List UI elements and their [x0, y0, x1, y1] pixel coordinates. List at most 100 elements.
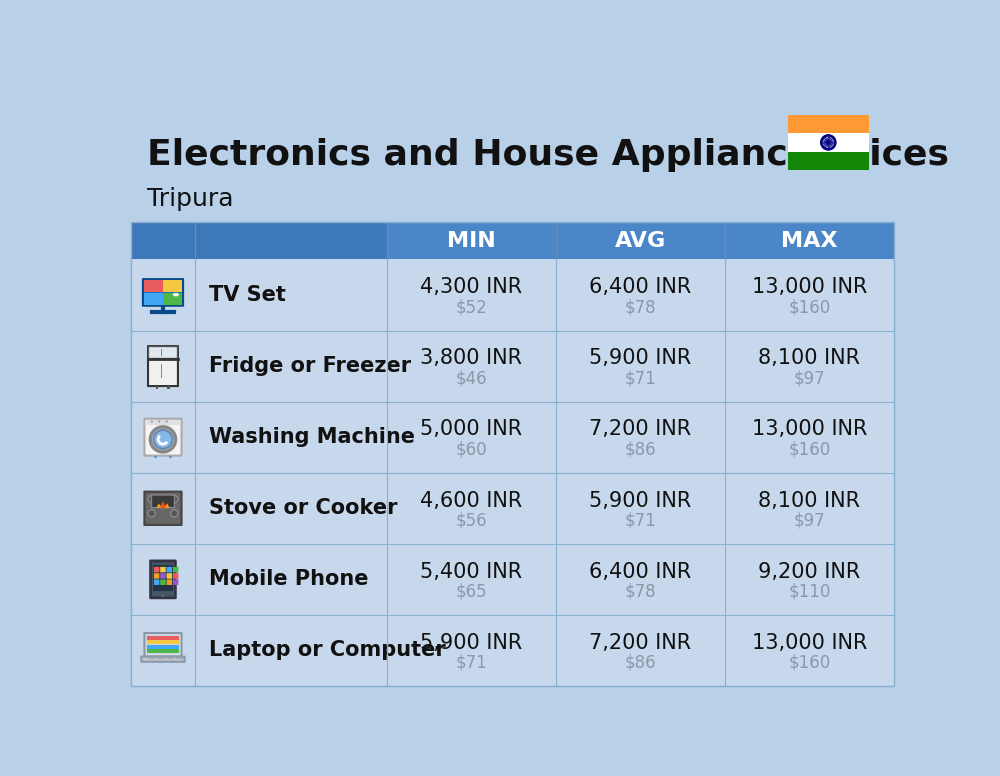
Text: $160: $160: [788, 441, 830, 459]
Circle shape: [148, 496, 155, 503]
Circle shape: [171, 510, 178, 517]
FancyBboxPatch shape: [160, 580, 166, 585]
FancyBboxPatch shape: [173, 567, 178, 573]
FancyBboxPatch shape: [167, 567, 172, 573]
Bar: [156, 386, 158, 389]
Bar: [788, 151, 869, 170]
Circle shape: [154, 430, 172, 449]
Bar: [163, 280, 182, 292]
Bar: [163, 293, 182, 305]
FancyBboxPatch shape: [154, 580, 159, 585]
Text: 5,900 INR: 5,900 INR: [589, 490, 692, 511]
Text: 5,400 INR: 5,400 INR: [420, 562, 522, 582]
Circle shape: [171, 496, 178, 503]
Text: $97: $97: [794, 511, 825, 529]
Text: Washing Machine: Washing Machine: [209, 427, 415, 447]
FancyBboxPatch shape: [143, 279, 183, 306]
FancyBboxPatch shape: [160, 567, 166, 573]
Text: $46: $46: [456, 369, 487, 387]
Bar: [131, 223, 387, 259]
Text: 9,200 INR: 9,200 INR: [758, 562, 860, 582]
Bar: [131, 402, 894, 473]
Text: 5,900 INR: 5,900 INR: [420, 632, 523, 653]
FancyBboxPatch shape: [154, 567, 159, 573]
Bar: [145, 420, 181, 425]
Text: $86: $86: [625, 654, 656, 672]
Circle shape: [158, 421, 160, 423]
Text: 13,000 INR: 13,000 INR: [752, 277, 867, 297]
Text: $110: $110: [788, 583, 831, 601]
FancyBboxPatch shape: [141, 656, 185, 662]
Text: 8,100 INR: 8,100 INR: [758, 490, 860, 511]
Text: $86: $86: [625, 441, 656, 459]
Bar: [131, 544, 894, 615]
Bar: [131, 223, 894, 259]
FancyBboxPatch shape: [173, 580, 178, 585]
Text: $160: $160: [788, 654, 830, 672]
Text: Mobile Phone: Mobile Phone: [209, 570, 368, 590]
Text: 4,600 INR: 4,600 INR: [420, 490, 523, 511]
Text: Stove or Cooker: Stove or Cooker: [209, 498, 397, 518]
Bar: [144, 280, 163, 292]
Bar: [788, 115, 869, 133]
Text: 13,000 INR: 13,000 INR: [752, 632, 867, 653]
Bar: [153, 566, 173, 591]
Bar: [161, 364, 162, 378]
Wedge shape: [165, 504, 169, 508]
Text: 5,000 INR: 5,000 INR: [420, 420, 522, 439]
FancyBboxPatch shape: [144, 419, 182, 456]
Text: Electronics and House Appliance Prices: Electronics and House Appliance Prices: [147, 138, 949, 171]
Text: 3,800 INR: 3,800 INR: [420, 348, 522, 369]
Text: 5,900 INR: 5,900 INR: [589, 348, 692, 369]
Bar: [167, 386, 170, 389]
Text: MAX: MAX: [781, 231, 838, 251]
FancyBboxPatch shape: [151, 561, 175, 598]
Text: 7,200 INR: 7,200 INR: [589, 632, 691, 653]
FancyBboxPatch shape: [167, 580, 172, 585]
Text: MIN: MIN: [447, 231, 496, 251]
Text: $71: $71: [624, 511, 656, 529]
Bar: [788, 133, 869, 151]
Text: 8,100 INR: 8,100 INR: [758, 348, 860, 369]
Text: $65: $65: [456, 583, 487, 601]
Text: Laptop or Computer: Laptop or Computer: [209, 640, 445, 660]
Circle shape: [148, 510, 155, 517]
Text: TV Set: TV Set: [209, 285, 286, 305]
Bar: [131, 473, 894, 544]
Bar: [131, 615, 894, 686]
Wedge shape: [159, 501, 167, 508]
Text: $71: $71: [456, 654, 487, 672]
FancyBboxPatch shape: [144, 633, 182, 656]
Circle shape: [166, 421, 168, 423]
Text: 6,400 INR: 6,400 INR: [589, 562, 692, 582]
Bar: [169, 456, 172, 458]
Text: 6,400 INR: 6,400 INR: [589, 277, 692, 297]
Text: $97: $97: [794, 369, 825, 387]
FancyBboxPatch shape: [167, 573, 172, 579]
Bar: [154, 456, 157, 458]
Circle shape: [150, 427, 176, 452]
Circle shape: [161, 594, 164, 597]
Text: 7,200 INR: 7,200 INR: [589, 420, 691, 439]
Bar: [147, 649, 179, 653]
Text: Fridge or Freezer: Fridge or Freezer: [209, 356, 411, 376]
Text: $78: $78: [625, 298, 656, 317]
Bar: [147, 645, 179, 649]
Text: Tripura: Tripura: [147, 187, 233, 211]
Text: $160: $160: [788, 298, 830, 317]
FancyBboxPatch shape: [148, 346, 178, 386]
Circle shape: [151, 421, 153, 423]
Bar: [131, 223, 894, 686]
Text: $60: $60: [456, 441, 487, 459]
Text: 4,300 INR: 4,300 INR: [420, 277, 522, 297]
FancyBboxPatch shape: [151, 495, 174, 508]
Text: $78: $78: [625, 583, 656, 601]
Bar: [144, 293, 163, 305]
Text: AVG: AVG: [615, 231, 666, 251]
Wedge shape: [157, 504, 161, 508]
Bar: [161, 349, 162, 355]
FancyBboxPatch shape: [160, 573, 166, 579]
FancyBboxPatch shape: [154, 573, 159, 579]
FancyBboxPatch shape: [144, 492, 182, 525]
Bar: [131, 331, 894, 402]
